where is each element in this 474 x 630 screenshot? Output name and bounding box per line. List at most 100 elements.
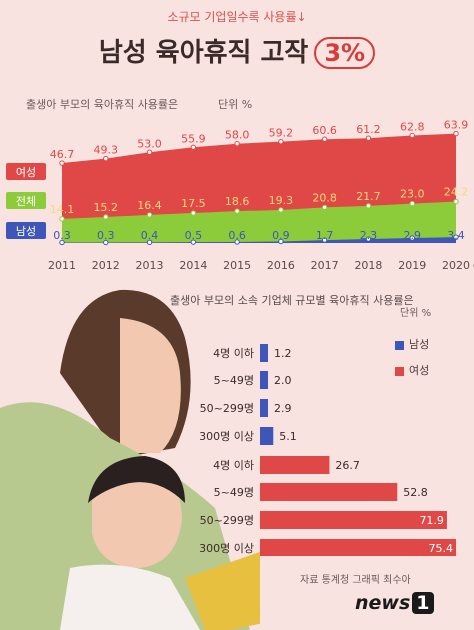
female-point-2015: [234, 140, 240, 147]
series-tag-bg-2: [6, 222, 46, 239]
child-hair-illustration: [88, 456, 185, 503]
total-value-2016: 19.3: [269, 194, 294, 207]
male-value-2012: 0.3: [97, 229, 115, 242]
total-point-2019: [409, 200, 415, 207]
total-point-2017: [321, 204, 328, 211]
female-value-2014: 55.9: [181, 132, 206, 145]
x-tick-2019: 2019: [398, 259, 426, 272]
bar-남성-3: [260, 427, 274, 445]
headline-text: 남성 육아휴직 고작: [98, 38, 309, 68]
child-shirt-illustration: [60, 564, 200, 630]
x-tick-2014: 2014: [179, 259, 207, 272]
x-tick-2016: 2016: [267, 259, 295, 272]
bar-남성-0: [260, 344, 268, 362]
male-value-2018: 2.3: [360, 229, 378, 242]
bar-chart-title: 출생아 부모의 소속 기업체 규모별 육아휴직 사용률은: [170, 294, 414, 307]
child-face-illustration: [92, 462, 182, 568]
total-value-2014: 17.5: [181, 197, 206, 210]
female-point-2013: [146, 149, 153, 155]
x-tick-2013: 2013: [136, 259, 164, 272]
bar-category-여성-0: 4명 이하: [213, 458, 254, 472]
total-value-2019: 23.0: [400, 188, 425, 201]
parent-child-illustration: [0, 289, 260, 630]
total-value-2011: 14.1: [50, 203, 75, 216]
bar-value-남성-3: 5.1: [279, 430, 297, 443]
female-value-2020: 63.9: [444, 119, 469, 132]
father-face-illustration: [120, 318, 181, 453]
source-credit: 자료 통계청 그래픽 최수아: [300, 575, 411, 586]
logo-number: 1: [412, 592, 434, 614]
bar-value-남성-1: 2.0: [274, 374, 292, 387]
series-tag-1: 전체: [16, 195, 36, 208]
bar-category-여성-3: 300명 이상: [199, 542, 254, 555]
bar-남성-1: [260, 371, 268, 389]
male-point-2016: [278, 238, 284, 245]
female-value-2016: 59.2: [269, 127, 294, 140]
total-value-2018: 21.7: [356, 190, 381, 203]
bar-category-남성-0: 4명 이하: [213, 346, 254, 360]
book-illustration: [185, 551, 260, 630]
total-value-2015: 18.6: [225, 195, 250, 208]
male-point-2020: [453, 234, 459, 240]
bar-여성-2: [260, 511, 447, 529]
male-area: [62, 237, 456, 243]
bar-value-남성-2: 2.9: [274, 402, 292, 415]
total-point-2015: [234, 208, 240, 214]
female-point-2014: [190, 144, 197, 150]
bar-남성-2: [260, 399, 268, 417]
male-point-2012: [103, 239, 109, 246]
male-value-2019: 2.9: [403, 229, 421, 242]
male-point-2015: [234, 239, 240, 245]
legend-female-swatch: [395, 366, 404, 376]
male-value-2015: 0.6: [228, 229, 246, 242]
male-value-2016: 0.9: [272, 229, 290, 242]
x-tick-2011: 2011: [48, 259, 76, 272]
male-value-2017: 1.7: [316, 229, 334, 242]
bar-chart-unit: 단위 %: [400, 308, 432, 319]
bar-여성-1: [260, 483, 398, 501]
female-point-2017: [321, 136, 328, 142]
female-point-2020: [453, 130, 459, 137]
total-point-2013: [146, 212, 153, 218]
total-value-2013: 16.4: [137, 199, 162, 212]
total-point-2012: [103, 214, 109, 220]
male-value-2011: 0.3: [53, 229, 71, 242]
headline: 남성 육아휴직 고작 3%: [0, 32, 474, 69]
total-point-2016: [278, 207, 284, 213]
male-value-2013: 0.4: [141, 229, 159, 242]
female-value-2011: 46.7: [50, 148, 75, 161]
total-value-2012: 15.2: [94, 201, 119, 214]
female-point-2019: [409, 132, 415, 139]
male-value-2014: 0.5: [185, 229, 203, 242]
male-point-2017: [321, 237, 328, 243]
total-value-2020: 24.2: [444, 186, 469, 199]
bar-category-여성-2: 50~299명: [200, 514, 254, 527]
area-chart-title: 출생아 부모의 육아휴직 사용률은: [26, 98, 179, 111]
x-tick-2018: 2018: [354, 259, 382, 272]
bar-chart: 4명 이하 1.2 5~49명 2.0 50~299명 2.9 300명 이상 5.1 4명 이…: [199, 344, 457, 556]
bar-value-여성-2: 71.9: [419, 514, 444, 527]
series-tag-bg-0: [6, 163, 46, 180]
female-value-2013: 53.0: [137, 137, 162, 150]
legend-male-swatch: [395, 340, 404, 350]
female-value-2018: 61.2: [356, 123, 381, 136]
female-value-2012: 49.3: [94, 144, 119, 157]
male-point-2011: [59, 239, 65, 246]
total-value-2017: 20.8: [312, 191, 337, 204]
total-point-2018: [365, 203, 372, 209]
male-point-2019: [409, 235, 415, 241]
female-value-2015: 58.0: [225, 129, 250, 142]
male-point-2014: [190, 239, 197, 245]
total-point-2014: [190, 210, 197, 216]
bar-category-남성-2: 50~299명: [200, 402, 254, 415]
bar-category-남성-1: 5~49명: [214, 374, 254, 387]
female-point-2012: [103, 155, 109, 162]
bar-category-여성-1: 5~49명: [214, 486, 254, 499]
supertitle: 소규모 기업일수록 사용률↓: [167, 10, 307, 24]
logo-text: news: [355, 592, 411, 614]
legend-female: 여성: [395, 362, 429, 378]
total-area: [62, 201, 456, 243]
x-tick-2020: 2020: [442, 259, 470, 272]
total-point-2011: [59, 216, 65, 222]
legend-female-label: 여성: [409, 364, 430, 377]
